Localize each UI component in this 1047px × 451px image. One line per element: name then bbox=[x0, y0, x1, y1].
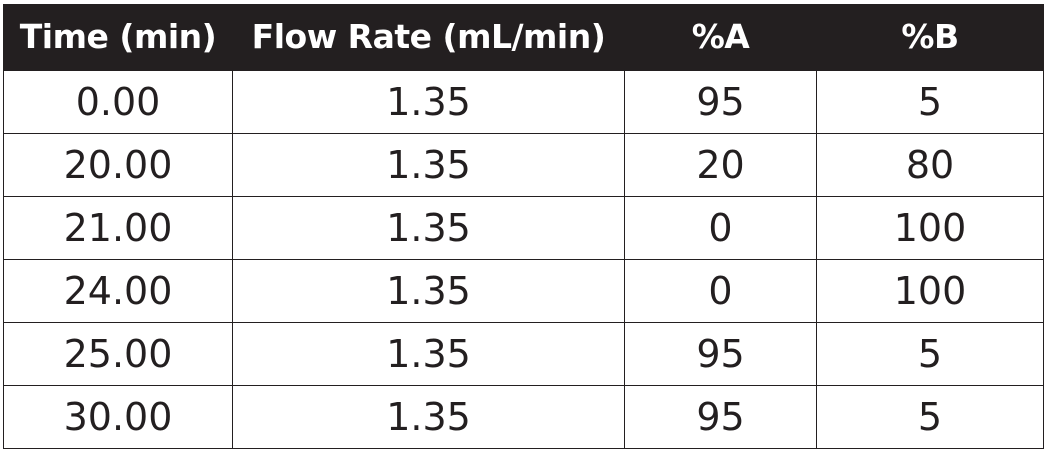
header-time: Time (min) bbox=[3, 4, 233, 70]
cell-flow-rate: 1.35 bbox=[232, 195, 625, 260]
cell-percent-b: 100 bbox=[816, 195, 1044, 260]
gradient-table: Time (min) Flow Rate (mL/min) %A %B 0.00… bbox=[3, 4, 1044, 449]
header-flow-rate: Flow Rate (mL/min) bbox=[232, 4, 625, 70]
cell-time: 30.00 bbox=[3, 384, 233, 449]
table-header: Time (min) Flow Rate (mL/min) %A %B bbox=[3, 4, 1044, 70]
table-row: 25.00 1.35 95 5 bbox=[3, 321, 1044, 386]
cell-percent-a: 0 bbox=[624, 258, 817, 323]
cell-percent-a: 20 bbox=[624, 132, 817, 197]
cell-percent-a: 95 bbox=[624, 69, 817, 134]
cell-percent-b: 5 bbox=[816, 321, 1044, 386]
table-row: 21.00 1.35 0 100 bbox=[3, 195, 1044, 260]
cell-flow-rate: 1.35 bbox=[232, 321, 625, 386]
cell-flow-rate: 1.35 bbox=[232, 132, 625, 197]
table-row: 30.00 1.35 95 5 bbox=[3, 384, 1044, 449]
cell-time: 20.00 bbox=[3, 132, 233, 197]
cell-percent-b: 5 bbox=[816, 384, 1044, 449]
cell-percent-b: 100 bbox=[816, 258, 1044, 323]
cell-time: 25.00 bbox=[3, 321, 233, 386]
table-row: 24.00 1.35 0 100 bbox=[3, 258, 1044, 323]
cell-percent-b: 80 bbox=[816, 132, 1044, 197]
cell-flow-rate: 1.35 bbox=[232, 69, 625, 134]
cell-percent-a: 0 bbox=[624, 195, 817, 260]
cell-percent-b: 5 bbox=[816, 69, 1044, 134]
header-row: Time (min) Flow Rate (mL/min) %A %B bbox=[3, 4, 1044, 70]
table-body: 0.00 1.35 95 5 20.00 1.35 20 80 21.00 1.… bbox=[3, 69, 1044, 449]
cell-percent-a: 95 bbox=[624, 321, 817, 386]
cell-time: 0.00 bbox=[3, 69, 233, 134]
header-percent-b: %B bbox=[816, 4, 1044, 70]
gradient-table-container: Time (min) Flow Rate (mL/min) %A %B 0.00… bbox=[3, 4, 1044, 449]
cell-time: 24.00 bbox=[3, 258, 233, 323]
table-row: 20.00 1.35 20 80 bbox=[3, 132, 1044, 197]
header-percent-a: %A bbox=[624, 4, 817, 70]
cell-flow-rate: 1.35 bbox=[232, 258, 625, 323]
cell-percent-a: 95 bbox=[624, 384, 817, 449]
cell-flow-rate: 1.35 bbox=[232, 384, 625, 449]
table-row: 0.00 1.35 95 5 bbox=[3, 69, 1044, 134]
cell-time: 21.00 bbox=[3, 195, 233, 260]
